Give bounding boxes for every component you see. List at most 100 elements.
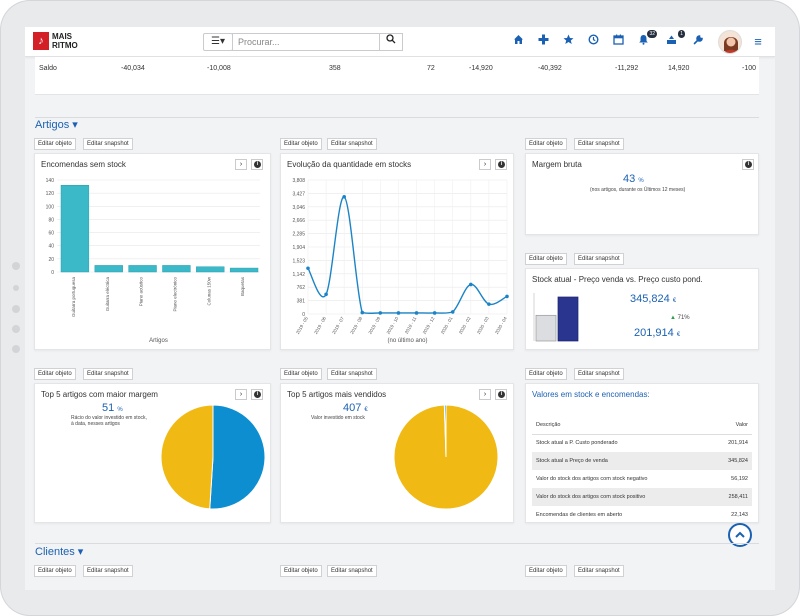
stock-atual-panel: Stock atual - Preço venda vs. Preço cust…	[525, 268, 759, 350]
bar	[162, 265, 191, 273]
edit-object-button[interactable]: Editar objeto	[280, 565, 322, 577]
info-icon[interactable]: i	[495, 159, 507, 170]
edit-snapshot-button[interactable]: Editar snapshot	[574, 565, 624, 577]
top5-margem-value: 51 %	[102, 402, 123, 414]
edit-snapshot-button[interactable]: Editar snapshot	[83, 138, 133, 150]
edit-object-button[interactable]: Editar objeto	[525, 368, 567, 380]
data-point	[306, 266, 310, 271]
saldo-value: 72	[427, 65, 435, 72]
edit-object-button[interactable]: Editar objeto	[525, 253, 567, 265]
edit-snapshot-button[interactable]: Editar snapshot	[574, 368, 624, 380]
x-tick-label: Guitarra eléctrica	[105, 277, 110, 312]
home-icon[interactable]	[510, 34, 526, 50]
x-tick-label: Baquetas	[240, 276, 245, 296]
x-tick-label: 2020 - 02	[458, 316, 472, 335]
data-point	[414, 311, 419, 315]
edit-snapshot-button[interactable]: Editar snapshot	[574, 138, 624, 150]
logo-icon[interactable]: ♪	[33, 32, 49, 50]
x-tick-label: Colunas 150w	[206, 276, 211, 305]
top5-margem-pie	[160, 404, 266, 510]
top5-margem-desc: Rácio do valor investido em stock, à dat…	[71, 415, 147, 427]
saldo-label: Saldo	[39, 65, 57, 72]
stock-custo-value: 201,914 €	[634, 327, 681, 339]
top5-margem-panel: Top 5 artigos com maior margem › i 51 % …	[34, 383, 271, 523]
evolucao-panel: Evolução da quantidade em stocks › i 0 38…	[280, 153, 514, 350]
info-icon[interactable]: i	[742, 159, 754, 170]
y-tick-label: 80	[48, 217, 54, 223]
logo-line2: RITMO	[52, 41, 78, 50]
section-clientes[interactable]: Clientes ▾	[35, 546, 84, 558]
edit-object-button[interactable]: Editar objeto	[280, 368, 322, 380]
pie-slice	[160, 404, 214, 510]
y-tick-label: 20	[48, 257, 54, 263]
x-axis-label: Artigos	[149, 338, 168, 344]
stock-venda-value: 345,824 €	[630, 293, 677, 305]
calendar-icon[interactable]	[610, 34, 626, 50]
bell-icon[interactable]: 32	[635, 30, 657, 50]
user-avatar[interactable]	[718, 30, 742, 54]
wrench-icon[interactable]	[690, 34, 706, 50]
saldo-value: 358	[329, 65, 341, 72]
margem-value: 43 %	[623, 173, 644, 185]
next-button[interactable]: ›	[479, 159, 491, 170]
x-tick-label: Piano electrónico	[172, 277, 177, 312]
logo-text[interactable]: MAIS RITMO	[52, 32, 92, 50]
edit-object-button[interactable]: Editar objeto	[34, 368, 76, 380]
bar	[196, 266, 225, 273]
edit-object-button[interactable]: Editar objeto	[525, 565, 567, 577]
data-point	[378, 311, 383, 315]
data-point	[324, 292, 328, 297]
edit-snapshot-button[interactable]: Editar snapshot	[327, 368, 377, 380]
next-button[interactable]: ›	[235, 389, 247, 400]
edit-object-button[interactable]: Editar objeto	[280, 138, 322, 150]
saldo-value: -11,292	[615, 65, 639, 72]
y-tick-label: 2,666	[292, 218, 305, 224]
edit-snapshot-button[interactable]: Editar snapshot	[327, 138, 377, 150]
edit-snapshot-button[interactable]: Editar snapshot	[83, 565, 133, 577]
star-icon[interactable]	[560, 34, 576, 50]
valores-panel: Valores em stock e encomendas: Descrição…	[525, 383, 759, 523]
info-icon[interactable]: i	[251, 159, 263, 170]
x-tick-label: 2019 - 09	[367, 316, 381, 335]
app-screen: ♪ MAIS RITMO ☰▾	[25, 27, 775, 590]
side-dot	[12, 262, 20, 270]
section-artigos[interactable]: Artigos ▾	[35, 119, 78, 131]
series-line	[307, 196, 508, 315]
search-button[interactable]	[379, 33, 403, 51]
y-tick-label: 0	[302, 312, 305, 318]
info-icon[interactable]: i	[495, 389, 507, 400]
bar	[535, 314, 557, 342]
x-tick-label: 2019 - 11	[404, 316, 418, 335]
clock-icon[interactable]	[585, 34, 601, 50]
menu-icon[interactable]: ≡	[754, 34, 762, 49]
y-tick-label: 1,142	[292, 272, 305, 278]
edit-snapshot-button[interactable]: Editar snapshot	[574, 253, 624, 265]
list-menu-button[interactable]: ☰▾	[203, 33, 233, 51]
x-tick-label: 2019 - 06	[313, 316, 327, 335]
row-label: Valor do stock dos artigos com stock neg…	[536, 476, 648, 482]
saldo-value: -40,034	[121, 65, 145, 72]
edit-object-button[interactable]: Editar objeto	[525, 138, 567, 150]
evolucao-chart: 0 381 762 1,142 1,523 1,904 2,285 2,666 3,046 3,4…	[292, 178, 509, 344]
edit-snapshot-button[interactable]: Editar snapshot	[327, 565, 377, 577]
x-tick-label: 2019 - 08	[349, 316, 363, 335]
x-tick-label: Piano acústico	[139, 277, 144, 307]
top5-vendidos-desc: Valor investido em stock	[311, 415, 365, 421]
edit-object-button[interactable]: Editar objeto	[34, 138, 76, 150]
plus-icon[interactable]	[535, 34, 551, 50]
data-point	[396, 311, 401, 315]
panel-title: Evolução da quantidade em stocks	[287, 160, 412, 169]
x-tick-label: Guitarra portuguesa	[71, 277, 76, 318]
x-axis-label: (no último ano)	[387, 338, 427, 344]
next-button[interactable]: ›	[235, 159, 247, 170]
edit-snapshot-button[interactable]: Editar snapshot	[83, 368, 133, 380]
edit-object-button[interactable]: Editar objeto	[34, 565, 76, 577]
top5-vendidos-value: 407 €	[343, 402, 368, 414]
next-button[interactable]: ›	[479, 389, 491, 400]
info-icon[interactable]: i	[251, 389, 263, 400]
inbox-icon[interactable]: 1	[663, 30, 685, 50]
inbox-badge: 1	[678, 30, 685, 38]
search-input[interactable]	[232, 33, 380, 51]
stock-change: ▲ 71%	[670, 315, 690, 321]
y-tick-label: 3,046	[292, 205, 305, 211]
